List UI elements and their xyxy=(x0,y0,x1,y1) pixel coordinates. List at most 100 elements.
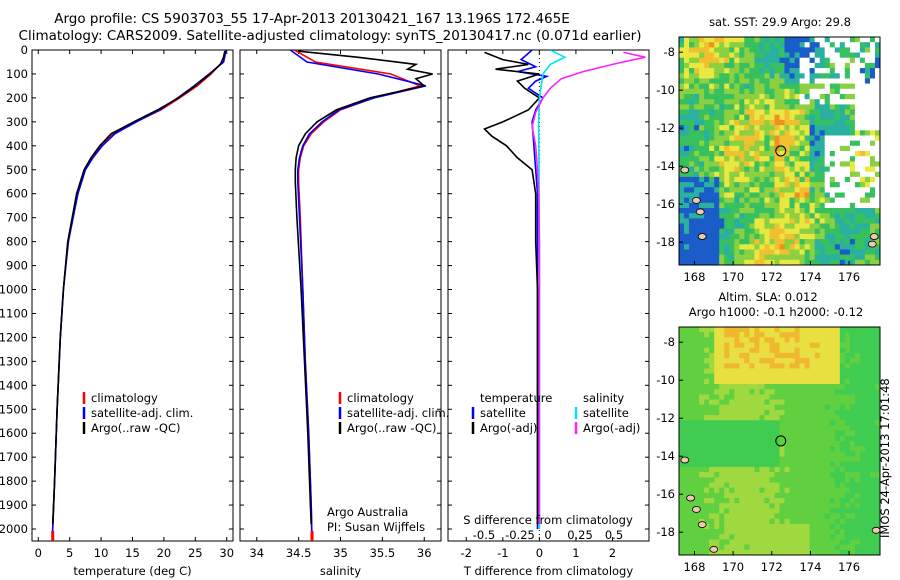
map-cell xyxy=(844,539,851,546)
map-cell xyxy=(754,166,760,173)
map-cell xyxy=(719,498,725,504)
map-cell xyxy=(684,492,690,499)
map-cell xyxy=(734,94,740,100)
map-cell xyxy=(764,466,770,473)
map-cell xyxy=(699,513,705,520)
map-cell xyxy=(875,197,880,204)
map-cell xyxy=(784,368,790,375)
map-cell xyxy=(834,68,841,74)
map-cell xyxy=(734,513,740,520)
map-cell xyxy=(704,399,710,406)
map-cell xyxy=(694,456,700,463)
map-cell xyxy=(859,47,866,54)
map-cell xyxy=(724,456,730,463)
map-cell xyxy=(684,342,690,349)
map-cell xyxy=(844,249,851,256)
map-cell xyxy=(864,409,871,416)
map-cell xyxy=(829,394,836,401)
map-cell xyxy=(744,151,750,157)
map-cell xyxy=(709,37,715,43)
map-cell xyxy=(734,404,740,411)
map-cell xyxy=(724,187,730,193)
map-cell xyxy=(829,539,836,546)
y-tick-label: -12 xyxy=(656,121,675,135)
map-cell xyxy=(789,208,795,214)
map-cell xyxy=(724,228,730,235)
map-cell xyxy=(834,415,841,421)
page-title-line2: Climatology: CARS2009. Satellite-adjuste… xyxy=(18,28,642,44)
map-cell xyxy=(719,213,725,219)
map-cell xyxy=(870,482,876,489)
map-cell xyxy=(719,384,725,390)
map-cell xyxy=(689,233,695,240)
map-cell xyxy=(784,461,790,468)
map-cell xyxy=(870,327,876,333)
map-cell xyxy=(809,549,816,555)
map-cell xyxy=(759,482,765,489)
map-cell xyxy=(689,441,695,447)
map-cell xyxy=(739,99,745,105)
map-cell xyxy=(829,37,836,43)
map-cell xyxy=(814,42,821,48)
map-cell xyxy=(729,337,735,344)
map-cell xyxy=(844,119,851,126)
map-cell xyxy=(789,461,795,468)
map-cell xyxy=(784,415,790,421)
map-cell xyxy=(734,363,740,369)
map-cell xyxy=(739,42,745,48)
map-cell xyxy=(724,62,730,69)
map-cell xyxy=(719,544,725,551)
map-cell xyxy=(759,487,765,494)
map-cell xyxy=(814,425,821,432)
map-cell xyxy=(739,446,745,452)
map-cell xyxy=(839,83,846,90)
map-cell xyxy=(699,394,705,401)
map-cell xyxy=(789,384,795,390)
map-cell xyxy=(864,332,871,338)
map-cell xyxy=(734,73,740,79)
map-cell xyxy=(759,513,765,520)
map-cell xyxy=(859,409,866,416)
map-cell xyxy=(875,171,880,178)
map-cell xyxy=(789,435,795,442)
map-cell xyxy=(719,461,725,468)
map-cell xyxy=(754,373,760,380)
map-cell xyxy=(854,466,861,473)
map-cell xyxy=(714,539,720,546)
map-cell xyxy=(724,254,730,261)
map-cell xyxy=(724,430,730,437)
map-cell xyxy=(759,534,765,540)
map-cell xyxy=(729,88,735,95)
map-cell xyxy=(849,114,856,121)
map-cell xyxy=(854,389,861,395)
map-cell xyxy=(724,99,730,105)
map-cell xyxy=(814,368,821,375)
map-cell xyxy=(689,404,695,411)
map-cell xyxy=(779,518,785,525)
legend-label: Argo(..raw -QC) xyxy=(347,421,437,435)
map-cell xyxy=(689,389,695,395)
map-cell xyxy=(704,176,710,183)
map-cell xyxy=(804,228,811,235)
map-cell xyxy=(864,368,871,375)
map-cell xyxy=(779,125,785,131)
map-cell xyxy=(854,523,861,530)
map-cell xyxy=(729,430,735,437)
map-cell xyxy=(859,384,866,390)
map-cell xyxy=(804,384,811,390)
map-cell xyxy=(684,373,690,380)
map-cell xyxy=(679,503,685,509)
map-cell xyxy=(719,104,725,111)
map-cell xyxy=(679,451,685,458)
map-cell xyxy=(829,239,836,245)
map-cell xyxy=(704,202,710,209)
map-cell xyxy=(870,202,876,209)
map-cell xyxy=(854,549,861,555)
map-cell xyxy=(699,544,705,551)
map-cell xyxy=(769,233,775,240)
map-cell xyxy=(839,498,846,504)
map-cell xyxy=(734,192,740,199)
map-cell xyxy=(709,104,715,111)
map-cell xyxy=(744,57,750,64)
map-cell xyxy=(779,482,785,489)
